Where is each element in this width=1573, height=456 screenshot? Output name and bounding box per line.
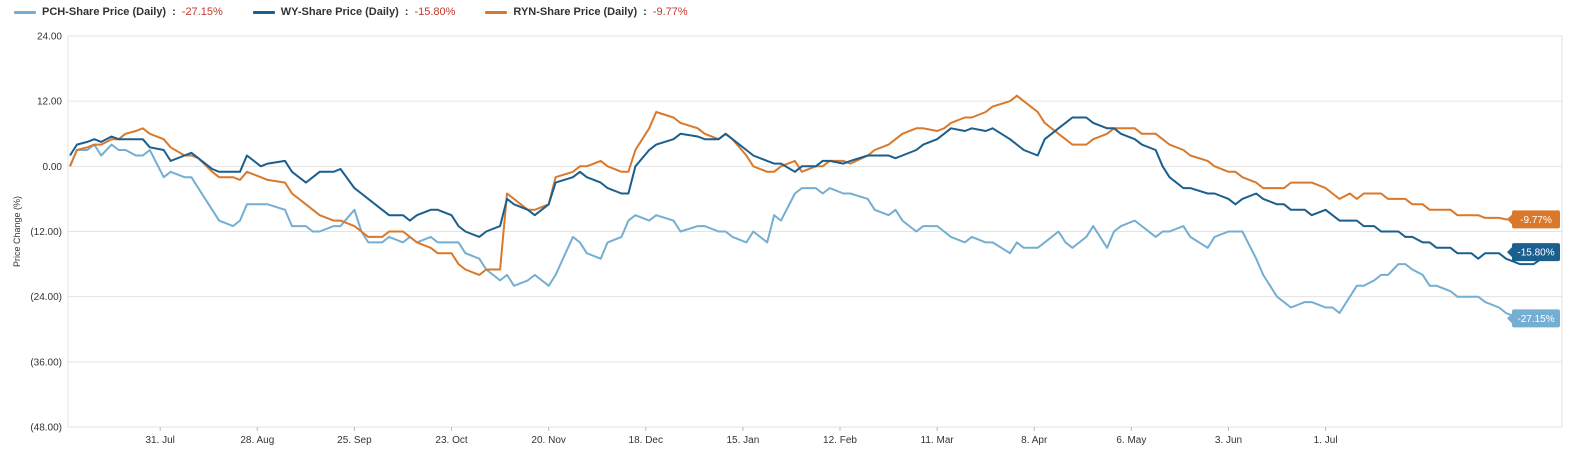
end-label-pointer <box>1507 214 1512 225</box>
x-tick-label: 18. Dec <box>629 435 663 446</box>
legend-item-wy[interactable]: WY-Share Price (Daily): -15.80% <box>252 6 456 18</box>
series-line-wy[interactable] <box>69 116 1552 266</box>
end-label-text: -9.77% <box>1520 215 1552 226</box>
end-label-box <box>1512 309 1560 328</box>
y-tick-label: 0.00 <box>43 162 63 173</box>
end-label-pch: -27.15% <box>1507 309 1560 328</box>
chart-legend: PCH-Share Price (Daily): -27.15% WY-Shar… <box>14 6 688 18</box>
x-axis-ticks: 31. Jul 28. Aug 25. Sep 23. Oct 20. Nov 18. D… <box>145 427 1338 446</box>
legend-swatch-ryn <box>485 10 508 14</box>
y-tick-label: 24.00 <box>37 32 62 43</box>
legend-label-pch: PCH-Share Price (Daily) <box>42 6 167 18</box>
x-tick-label: 12. Feb <box>823 435 857 446</box>
legend-value-wy: -15.80% <box>414 6 456 18</box>
x-tick-label: 23. Oct <box>435 435 467 446</box>
y-tick-label: (24.00) <box>30 292 62 303</box>
x-tick-label: 1. Jul <box>1314 435 1338 446</box>
y-tick-label: 12.00 <box>37 97 62 108</box>
x-tick-label: 3. Jun <box>1215 435 1242 446</box>
y-axis-ticks: 24.00 12.00 0.00 (12.00) (24.00) (36.00) (48.0… <box>30 32 62 434</box>
x-tick-label: 8. Apr <box>1021 435 1048 446</box>
legend-swatch-pch <box>14 10 36 14</box>
series-line-ryn[interactable] <box>69 94 1558 276</box>
series-line-pch[interactable] <box>69 143 1559 325</box>
y-tick-label: (12.00) <box>30 227 62 238</box>
legend-value-pch: -27.15% <box>181 6 223 18</box>
y-tick-label: (48.00) <box>30 423 62 434</box>
x-tick-label: 6. May <box>1116 435 1146 446</box>
grid-lines <box>67 35 1563 428</box>
legend-item-ryn[interactable]: RYN-Share Price (Daily): -9.77% <box>485 6 688 18</box>
x-tick-label: 25. Sep <box>337 435 372 446</box>
legend-label-wy: WY-Share Price (Daily) <box>280 6 399 18</box>
x-tick-label: 20. Nov <box>531 435 565 446</box>
end-labels: -27.15% -15.80% -9.77% <box>1507 210 1560 328</box>
x-tick-label: 28. Aug <box>240 435 274 446</box>
end-label-text: -27.15% <box>1517 314 1554 325</box>
legend-item-pch[interactable]: PCH-Share Price (Daily): -27.15% <box>14 6 223 18</box>
y-tick-label: (36.00) <box>30 357 62 368</box>
end-label-pointer <box>1507 313 1512 324</box>
end-label-box <box>1512 210 1560 229</box>
end-label-text: -15.80% <box>1517 248 1554 259</box>
series-lines <box>69 94 1559 325</box>
x-tick-label: 31. Jul <box>145 435 174 446</box>
legend-value-ryn: -9.77% <box>652 6 688 18</box>
x-tick-label: 15. Jan <box>726 435 759 446</box>
legend-label-ryn: RYN-Share Price (Daily) <box>513 6 638 18</box>
end-label-pointer <box>1507 247 1512 258</box>
end-label-box <box>1512 243 1560 262</box>
end-label-wy: -15.80% <box>1507 243 1560 262</box>
x-tick-label: 11. Mar <box>921 435 955 446</box>
legend-swatch-wy <box>252 10 275 14</box>
y-axis-label: Price Change (%) <box>12 196 22 267</box>
end-label-ryn: -9.77% <box>1507 210 1560 229</box>
